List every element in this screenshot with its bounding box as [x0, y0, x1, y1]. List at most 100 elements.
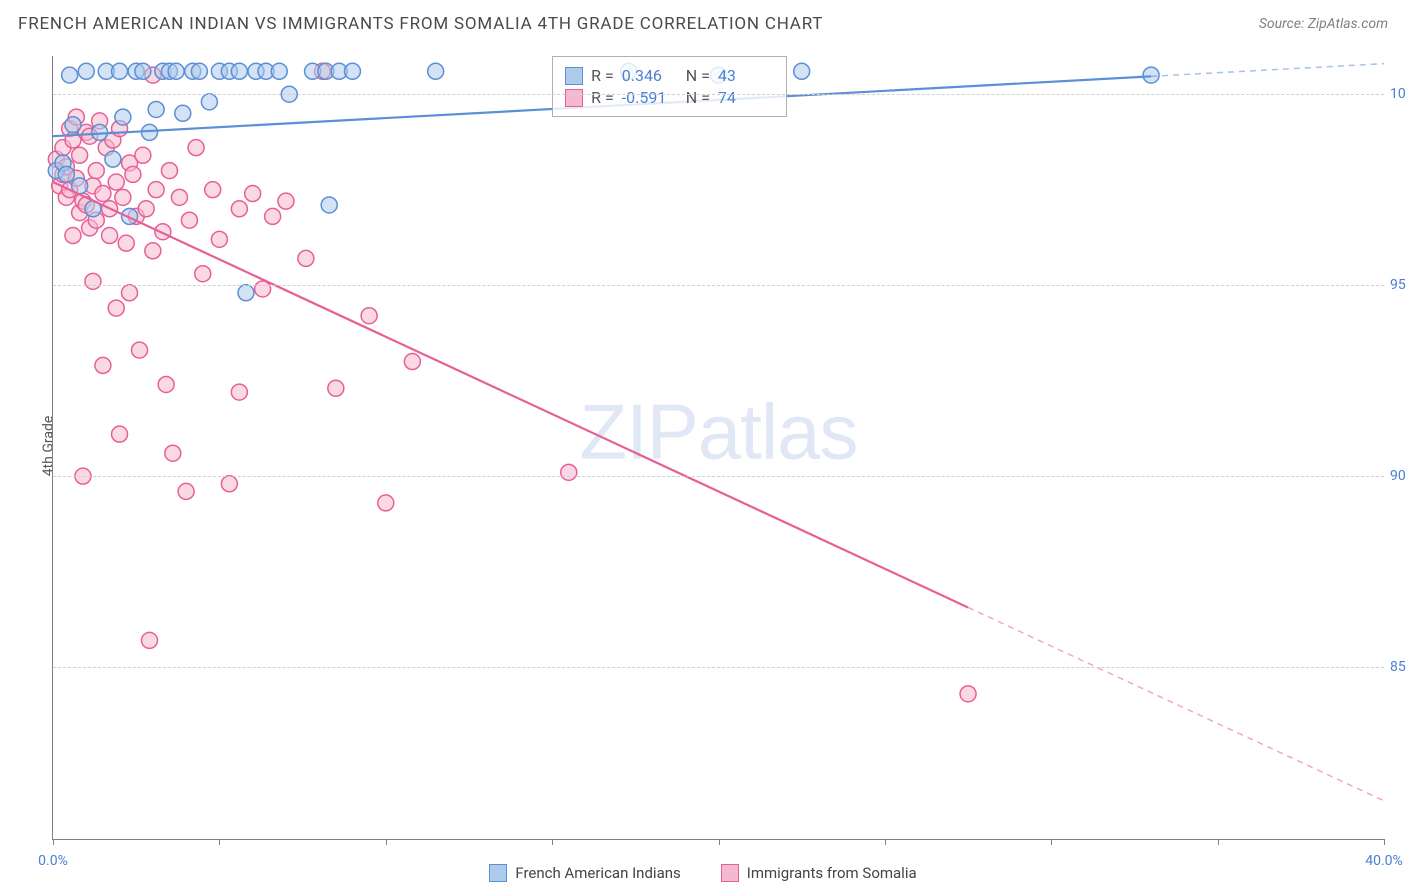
scatter-point-fai — [168, 63, 184, 79]
y-tick-label: 95.0% — [1390, 277, 1406, 293]
scatter-point-som — [125, 166, 141, 182]
scatter-point-som — [132, 342, 148, 358]
stats-r-prefix: R = — [591, 66, 614, 85]
trendline-ext-som — [968, 607, 1384, 800]
scatter-point-som — [181, 212, 197, 228]
gridline — [53, 476, 1384, 477]
scatter-point-fai — [58, 166, 74, 182]
header: FRENCH AMERICAN INDIAN VS IMMIGRANTS FRO… — [0, 0, 1406, 44]
stats-n-prefix: N = — [686, 88, 710, 107]
scatter-point-fai — [238, 285, 254, 301]
scatter-point-fai — [428, 63, 444, 79]
scatter-point-fai — [112, 63, 128, 79]
scatter-point-som — [195, 266, 211, 282]
scatter-point-som — [960, 686, 976, 702]
legend-label-fai: French American Indians — [515, 864, 680, 882]
scatter-point-fai — [344, 63, 360, 79]
scatter-point-som — [245, 186, 261, 202]
scatter-point-fai — [231, 63, 247, 79]
scatter-point-som — [165, 445, 181, 461]
scatter-point-fai — [65, 117, 81, 133]
trendline-som — [53, 182, 968, 607]
legend: French American Indians Immigrants from … — [0, 864, 1406, 882]
legend-item-som: Immigrants from Somalia — [721, 864, 917, 882]
scatter-point-som — [145, 243, 161, 259]
scatter-point-fai — [794, 63, 810, 79]
stats-swatch-som — [565, 89, 583, 107]
scatter-point-fai — [1143, 67, 1159, 83]
scatter-point-som — [72, 147, 88, 163]
legend-item-fai: French American Indians — [489, 864, 680, 882]
scatter-point-fai — [271, 63, 287, 79]
scatter-point-fai — [141, 124, 157, 140]
x-tick — [885, 839, 886, 845]
scatter-point-som — [231, 384, 247, 400]
x-tick — [219, 839, 220, 845]
scatter-point-fai — [105, 151, 121, 167]
stats-n-prefix: N = — [686, 66, 710, 85]
scatter-point-som — [148, 182, 164, 198]
legend-swatch-som — [721, 864, 739, 882]
scatter-point-som — [138, 201, 154, 217]
scatter-point-fai — [191, 63, 207, 79]
source-attribution: Source: ZipAtlas.com — [1259, 16, 1388, 32]
scatter-point-som — [171, 189, 187, 205]
scatter-point-som — [108, 300, 124, 316]
scatter-point-som — [221, 476, 237, 492]
x-tick — [1384, 839, 1385, 845]
x-tick — [1218, 839, 1219, 845]
scatter-point-som — [112, 426, 128, 442]
legend-label-som: Immigrants from Somalia — [747, 864, 917, 882]
scatter-point-som — [188, 140, 204, 156]
scatter-point-som — [122, 285, 138, 301]
trendline-ext-fai — [1151, 64, 1384, 77]
scatter-point-som — [115, 189, 131, 205]
x-tick — [719, 839, 720, 845]
scatter-point-som — [85, 273, 101, 289]
scatter-point-som — [561, 464, 577, 480]
x-tick — [552, 839, 553, 845]
scatter-point-som — [298, 250, 314, 266]
stats-r-value-som: -0.591 — [622, 88, 678, 107]
scatter-point-som — [178, 483, 194, 499]
y-tick-label: 85.0% — [1390, 659, 1406, 675]
scatter-point-fai — [175, 105, 191, 121]
gridline — [53, 667, 1384, 668]
legend-swatch-fai — [489, 864, 507, 882]
stats-swatch-fai — [565, 67, 583, 85]
scatter-point-som — [361, 308, 377, 324]
scatter-point-som — [141, 632, 157, 648]
scatter-point-fai — [78, 63, 94, 79]
scatter-point-som — [65, 228, 81, 244]
scatter-point-fai — [148, 101, 164, 117]
scatter-point-som — [158, 376, 174, 392]
scatter-point-som — [118, 235, 134, 251]
gridline — [53, 94, 1384, 95]
scatter-point-som — [211, 231, 227, 247]
scatter-point-som — [88, 163, 104, 179]
y-tick-label: 100.0% — [1390, 86, 1406, 102]
scatter-point-som — [95, 357, 111, 373]
scatter-point-som — [278, 193, 294, 209]
stats-row-som: R = -0.591 N = 74 — [565, 88, 774, 107]
y-tick-label: 90.0% — [1390, 468, 1406, 484]
scatter-point-fai — [135, 63, 151, 79]
scatter-point-som — [205, 182, 221, 198]
chart-title: FRENCH AMERICAN INDIAN VS IMMIGRANTS FRO… — [18, 14, 823, 34]
stats-n-value-som: 74 — [718, 88, 774, 107]
gridline — [53, 285, 1384, 286]
stats-n-value-fai: 43 — [718, 66, 774, 85]
stats-r-value-fai: 0.346 — [622, 66, 678, 85]
scatter-point-som — [102, 228, 118, 244]
scatter-point-som — [328, 380, 344, 396]
stats-r-prefix: R = — [591, 88, 614, 107]
scatter-point-som — [378, 495, 394, 511]
scatter-point-som — [108, 174, 124, 190]
scatter-point-som — [95, 186, 111, 202]
plot-area: ZIPatlas R =0.346N =43R =-0.591N =74 85.… — [52, 56, 1384, 840]
scatter-point-fai — [321, 197, 337, 213]
stats-row-fai: R = 0.346 N = 43 — [565, 66, 774, 85]
chart-svg — [53, 56, 1384, 839]
scatter-point-fai — [62, 67, 78, 83]
scatter-point-som — [135, 147, 151, 163]
